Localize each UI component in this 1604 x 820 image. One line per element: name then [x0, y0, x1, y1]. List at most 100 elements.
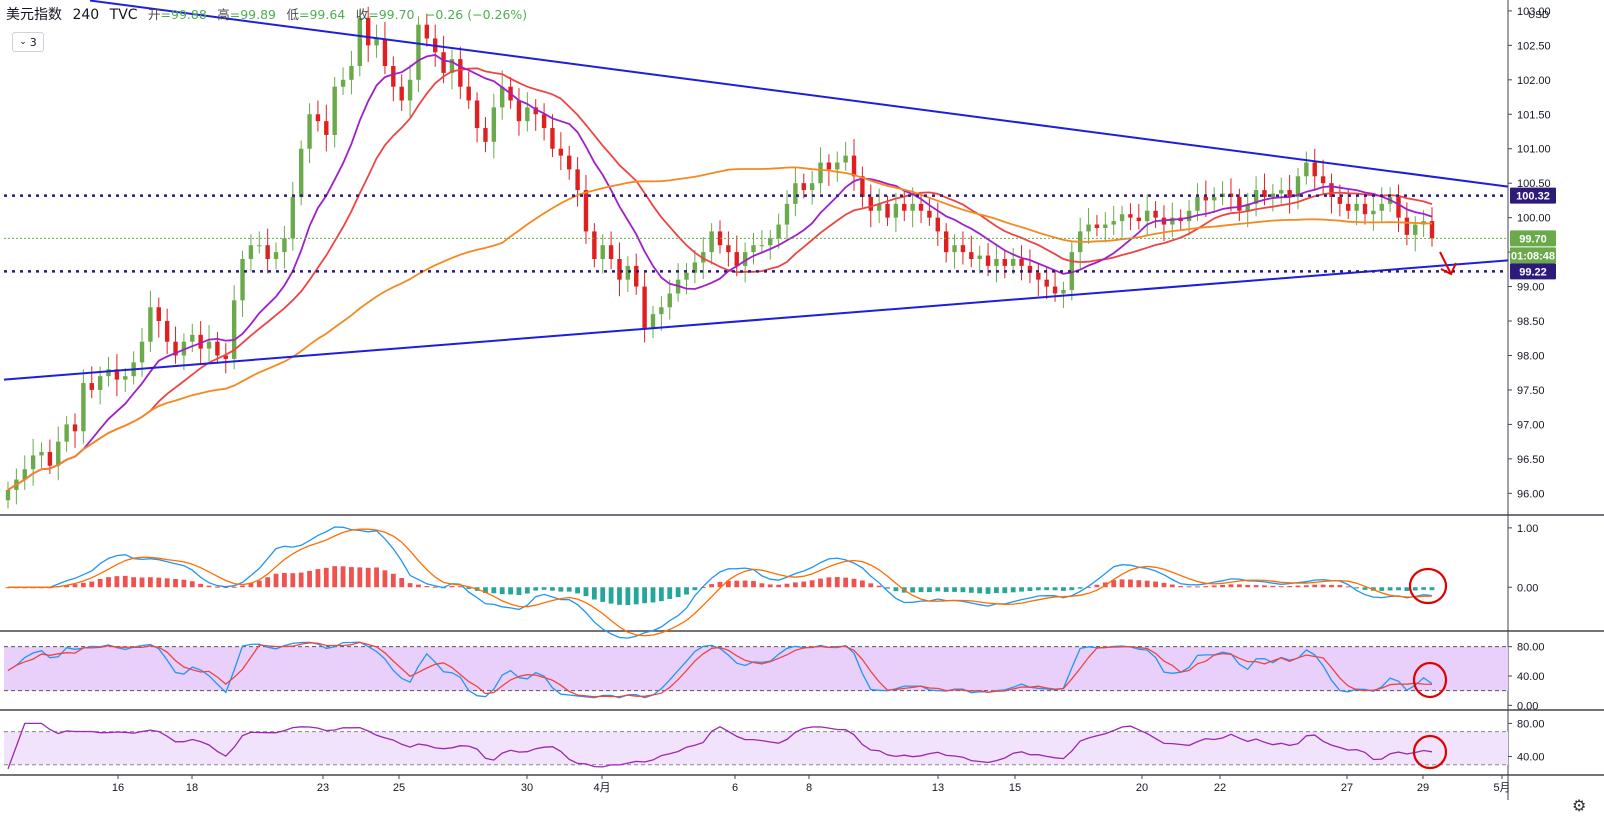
candle	[357, 17, 363, 67]
candle	[726, 245, 731, 253]
macd-histogram-bar	[918, 587, 924, 593]
macd-histogram-bar	[231, 586, 237, 588]
macd-histogram-bar	[1044, 587, 1050, 591]
candle	[952, 245, 957, 253]
time-axis-label: 27	[1341, 782, 1353, 794]
interval-label[interactable]: 240	[72, 7, 100, 23]
candle	[1329, 183, 1334, 197]
candle	[1295, 176, 1301, 197]
macd-histogram-bar	[792, 582, 798, 588]
price-axis-label: 103.00	[1517, 6, 1551, 18]
candle	[449, 59, 455, 73]
candle	[298, 148, 304, 197]
macd-histogram-bar	[298, 572, 304, 588]
macd-histogram-bar	[524, 587, 530, 594]
macd-histogram-bar	[751, 581, 756, 588]
price-axis-label: 97.00	[1517, 419, 1545, 431]
macd-histogram-bar	[583, 587, 589, 597]
candle	[500, 86, 505, 108]
macd-histogram-bar	[114, 576, 120, 588]
candle	[374, 38, 379, 46]
macd-histogram-bar	[784, 583, 790, 588]
macd-histogram-bar	[834, 577, 840, 588]
macd-histogram-bar	[952, 587, 957, 592]
candle	[340, 79, 346, 87]
candle	[541, 114, 547, 129]
price-axis-label: 100.00	[1517, 213, 1551, 225]
macd-histogram-bar	[273, 573, 279, 588]
source-label: TVC	[109, 7, 138, 23]
time-axis-label: 8	[806, 782, 812, 794]
close-label: 收	[355, 7, 369, 22]
macd-histogram-bar	[818, 578, 823, 588]
macd-histogram-bar	[910, 587, 916, 593]
macd-histogram-bar	[985, 587, 991, 594]
macd-histogram-bar	[1077, 587, 1083, 589]
candle	[1069, 252, 1075, 291]
candle	[960, 245, 966, 253]
macd-histogram-bar	[1228, 584, 1234, 588]
candle	[516, 100, 522, 122]
high-value: =99.89	[229, 7, 277, 22]
candle	[567, 155, 572, 170]
price-axis-label: 96.50	[1517, 454, 1545, 466]
price-axis-label: 97.50	[1517, 385, 1545, 397]
candle	[1212, 196, 1217, 201]
candle	[1413, 224, 1418, 235]
rsi-axis-label: 80.00	[1517, 718, 1545, 730]
macd-histogram-bar	[558, 587, 564, 592]
indicators-toggle-button[interactable]: ⌄ 3	[12, 32, 44, 52]
candle	[943, 231, 949, 253]
symbol-name[interactable]: 美元指数	[6, 7, 62, 23]
macd-histogram-bar	[1404, 587, 1410, 591]
stoch-d-line	[7, 641, 1433, 698]
stoch-axis-label: 80.00	[1517, 642, 1545, 654]
macd-histogram-bar	[424, 586, 430, 588]
low-value: =99.64	[298, 7, 346, 22]
macd-histogram-bar	[290, 573, 296, 588]
candle	[826, 162, 832, 170]
candle	[1036, 272, 1041, 280]
candle	[642, 286, 647, 328]
macd-histogram-bar	[876, 585, 882, 588]
candle	[1279, 190, 1284, 194]
candle	[902, 203, 907, 211]
macd-histogram-bar	[1396, 587, 1401, 591]
candle	[1396, 196, 1401, 218]
candle	[315, 114, 321, 122]
price-axis-label: 98.50	[1517, 316, 1545, 328]
candle	[918, 203, 924, 211]
macd-histogram-bar	[943, 587, 949, 592]
macd-histogram-bar	[533, 587, 539, 591]
macd-histogram-bar	[491, 587, 497, 594]
candle	[1379, 203, 1384, 211]
macd-histogram-bar	[893, 587, 899, 592]
macd-histogram-bar	[139, 577, 145, 588]
candle	[407, 79, 413, 101]
price-axis-label: 101.00	[1517, 144, 1551, 156]
macd-histogram-bar	[282, 572, 287, 588]
gear-icon[interactable]: ⚙	[1572, 796, 1587, 815]
macd-histogram-bar	[1320, 584, 1326, 588]
macd-histogram-bar	[1186, 586, 1192, 588]
macd-histogram-bar	[1337, 585, 1343, 588]
countdown-tag: 01:08:48	[1511, 250, 1555, 262]
candle	[860, 176, 865, 197]
time-axis-label: 5月	[1493, 782, 1510, 794]
macd-histogram-bar	[1262, 585, 1267, 588]
candle	[282, 238, 287, 253]
macd-histogram-bar	[1253, 585, 1259, 588]
candle	[1145, 210, 1150, 222]
macd-histogram-bar	[407, 583, 413, 588]
macd-histogram-bar	[1270, 585, 1276, 588]
candle	[634, 265, 639, 287]
macd-histogram-bar	[365, 567, 371, 588]
candle	[1203, 196, 1209, 201]
macd-histogram-bar	[843, 577, 849, 588]
macd-histogram-bar	[600, 587, 606, 602]
candle	[1262, 190, 1267, 197]
candle	[123, 376, 128, 380]
candle	[994, 259, 999, 266]
